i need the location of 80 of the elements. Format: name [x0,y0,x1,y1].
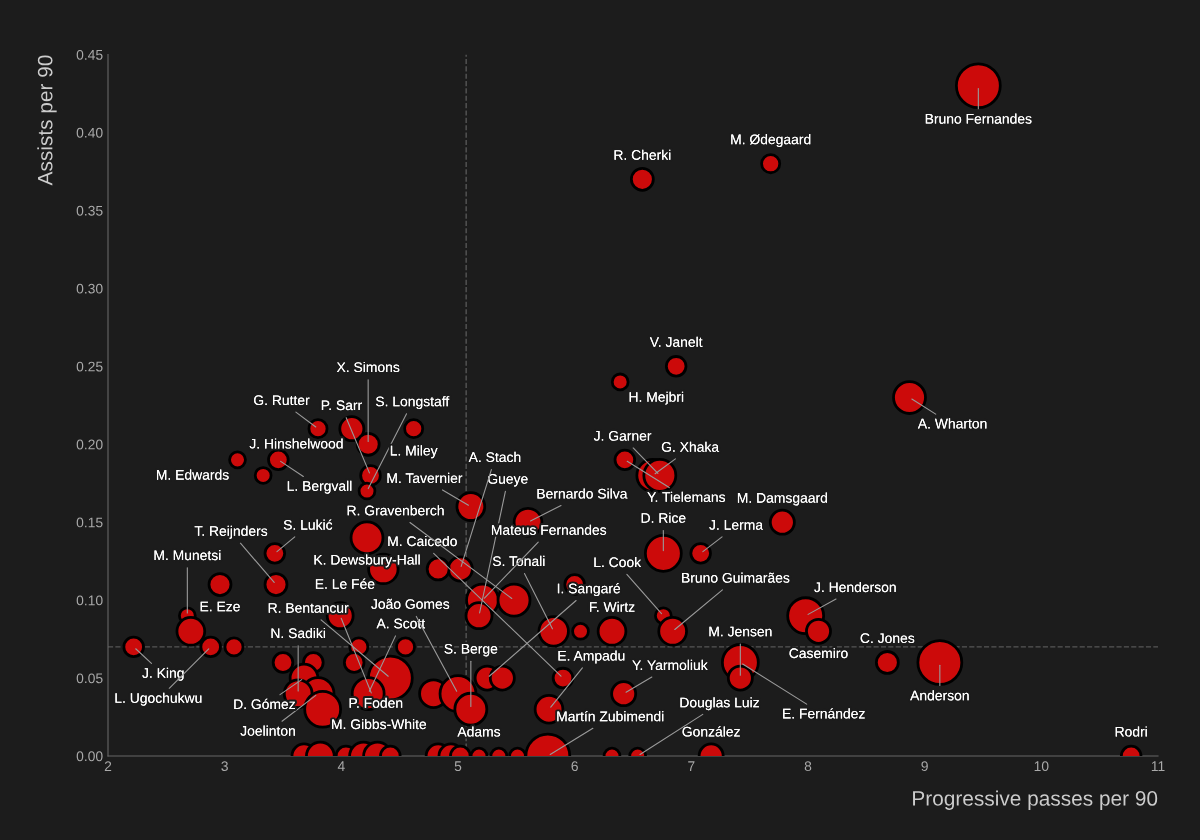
x-tick-label: 6 [571,761,578,772]
x-tick-label: 5 [454,761,462,772]
annotation: J. Garner [593,430,652,441]
annotation: A. Scott [376,618,426,629]
annotation: M. Jensen [709,626,772,637]
annotation: T. Reijnders [194,525,268,539]
annotation: G. Xhaka [661,441,720,452]
annotation: González [682,726,740,737]
annotation: N. Sadiki [271,627,326,639]
x-tick-label: 2 [104,761,112,771]
annotation: L. Bergvall [287,480,352,494]
annotation: A. Wharton [917,418,987,429]
x-tick-label: 11 [1151,761,1165,771]
annotation: I. Sangaré [557,583,621,597]
annotation: G. Rutter [254,395,310,406]
annotation: C. Jones [860,633,915,644]
annotation: H. Mejbri [629,391,684,405]
annotation: Bruno Guimarães [682,572,790,583]
y-tick-label: 0.05 [76,673,103,684]
y-tick-label: 0.35 [76,205,103,216]
annotation: Y. Yarmoliuk [632,659,708,671]
annotation: Y. Tielemans [647,491,726,502]
annotation: M. Tavernier [387,472,463,484]
annotation: E. Eze [200,601,240,612]
y-tick-label: 0.45 [76,49,103,60]
annotation: M. Munetsi [154,550,221,561]
annotation: F. Wirtz [590,601,635,612]
x-tick-label: 8 [804,761,812,772]
y-tick-label: 0.10 [76,595,103,606]
annotation: M. Ødegaard [731,134,811,148]
annotation: Rodri [1115,726,1147,737]
y-tick-label: 0.30 [76,283,103,294]
annotation: Douglas Luiz [680,697,759,711]
annotation: Anderson [910,690,969,701]
annotation: D. Rice [641,512,686,523]
annotation: X. Simons [336,361,400,373]
annotation: Adams [457,726,501,737]
annotation: P. Sarr [321,400,362,411]
annotation: Bruno Fernandes [925,113,1032,124]
annotation: S. Berge [444,643,498,657]
annotation: Gueye [488,473,528,487]
annotation: R. Cherki [614,149,671,160]
y-axis-title: Assists per 90 [37,55,57,186]
annotation: Casemiro [789,647,848,659]
annotation: V. Janelt [649,336,703,347]
annotation: D. Gómez [234,698,295,710]
annotation: João Gomes [371,598,450,609]
annotation: L. Cook [594,556,642,568]
annotation: L. Ugochukwu [115,692,202,706]
annotation: S. Lukić [283,519,333,530]
x-tick-label: 4 [337,761,345,771]
annotation: M. Caicedo [388,535,457,547]
annotation: L. Miley [390,445,438,459]
annotation: E. Le Fée [315,578,375,589]
annotation: Bernardo Silva [537,488,628,499]
y-tick-label: 0.00 [76,751,103,762]
y-tick-label: 0.15 [76,517,103,528]
annotation: M. Gibbs-White [332,718,427,730]
x-tick-label: 3 [221,761,228,772]
annotation: Martín Zubimendi [557,710,664,722]
y-tick-label: 0.40 [76,127,103,138]
x-tick-label: 10 [1034,761,1049,772]
annotation: J. Henderson [814,581,896,593]
annotation: A. Stach [468,451,521,463]
annotation: Joelinton [240,725,295,736]
annotation: R. Gravenberch [347,505,444,516]
x-tick-label: 9 [921,761,928,772]
y-tick-label: 0.25 [76,361,103,372]
annotation: S. Tonali [492,555,545,567]
x-axis-title: Progressive passes per 90 [913,790,1158,810]
annotation: E. Ampadu [558,650,625,664]
annotation: J. Lerma [709,520,764,530]
annotation: J. Hinshelwood [249,438,343,449]
annotation: M. Damsgaard [737,492,827,506]
annotation: M. Edwards [156,469,229,480]
y-tick-label: 0.20 [76,439,103,450]
annotation: E. Fernández [783,708,865,719]
annotation: J. King [142,667,184,681]
annotation: S. Longstaff [375,396,450,410]
x-tick-label: 7 [688,761,695,771]
